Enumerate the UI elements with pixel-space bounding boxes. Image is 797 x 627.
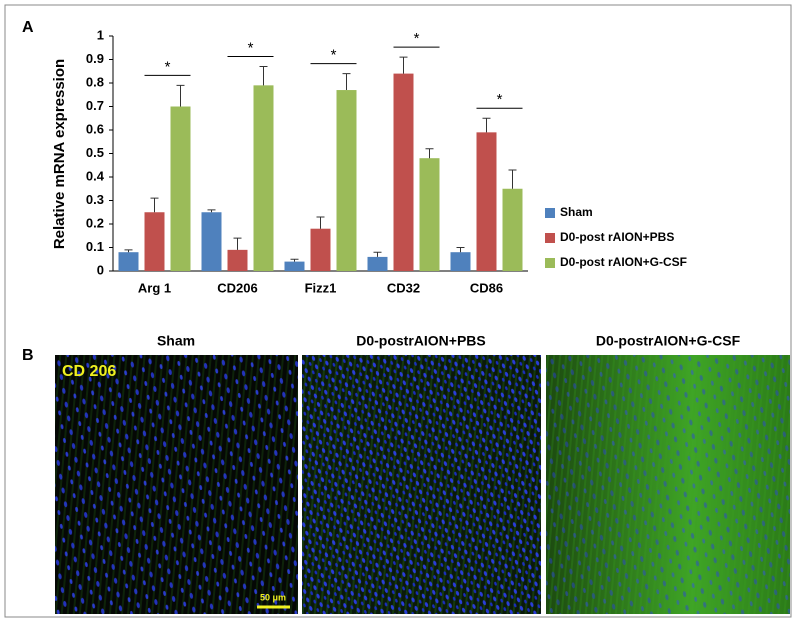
significance-label: * (331, 47, 337, 64)
error-bar (456, 247, 465, 253)
bar (502, 188, 523, 271)
legend-label: D0-post rAION+G-CSF (560, 255, 687, 269)
error-bar (233, 237, 242, 250)
y-tick-label: 0.3 (86, 192, 104, 207)
bar (201, 212, 222, 271)
image-panel (546, 355, 790, 614)
bar (476, 132, 497, 271)
error-bar (316, 216, 325, 229)
significance-label: * (414, 30, 420, 47)
bar (144, 212, 165, 271)
x-tick-label: CD206 (217, 280, 257, 295)
y-tick-label: 0.2 (86, 215, 104, 230)
panel-label: B (22, 347, 34, 364)
error-bar (207, 209, 216, 213)
error-bar (373, 251, 382, 257)
significance-label: * (165, 58, 171, 75)
scale-bar-label: 50 μm (260, 592, 286, 602)
image-panel (55, 355, 298, 614)
bar (336, 90, 357, 271)
bar (284, 261, 305, 271)
bar (419, 158, 440, 271)
y-tick-label: 0 (97, 262, 104, 277)
bar (367, 256, 388, 271)
error-bar (150, 197, 159, 213)
error-bar (508, 169, 517, 189)
y-tick-label: 0.8 (86, 74, 104, 89)
y-tick-label: 0.9 (86, 51, 104, 66)
image-panel (302, 355, 541, 614)
y-tick-label: 0.6 (86, 121, 104, 136)
bar (253, 85, 274, 271)
error-bar (176, 84, 185, 107)
y-tick-label: 0.7 (86, 98, 104, 113)
legend-swatch (545, 258, 555, 268)
error-bar (399, 56, 408, 74)
bar (170, 106, 191, 271)
bar (118, 252, 139, 271)
bar (227, 249, 248, 271)
y-tick-label: 0.1 (86, 239, 104, 254)
bar (393, 73, 414, 271)
legend-label: D0-post rAION+PBS (560, 230, 674, 244)
error-bar (124, 249, 133, 253)
significance-label: * (248, 40, 254, 57)
image-title: Sham (157, 333, 195, 349)
image-title: D0-postrAION+PBS (356, 333, 486, 349)
marker-label: CD 206 (62, 363, 116, 380)
y-axis-label: Relative mRNA expression (51, 59, 68, 249)
x-tick-label: Fizz1 (305, 280, 337, 295)
x-tick-label: CD32 (387, 280, 420, 295)
x-tick-label: CD86 (470, 280, 503, 295)
legend-swatch (545, 233, 555, 243)
bar (450, 252, 471, 271)
frame (4, 4, 792, 618)
image-title: D0-postrAION+G-CSF (596, 333, 741, 349)
legend-label: Sham (560, 205, 593, 219)
error-bar (290, 258, 299, 262)
y-tick-label: 1 (97, 27, 104, 42)
error-bar (259, 66, 268, 86)
x-tick-label: Arg 1 (138, 280, 171, 295)
panel-label: A (22, 19, 34, 36)
y-tick-label: 0.5 (86, 145, 104, 160)
error-bar (425, 148, 434, 159)
error-bar (342, 73, 351, 91)
y-tick-label: 0.4 (86, 168, 105, 183)
error-bar (482, 117, 491, 133)
bar (310, 228, 331, 271)
significance-label: * (497, 91, 503, 108)
legend-swatch (545, 208, 555, 218)
bar-chart: 0 0.1 0.2 0.3 0.4 0.5 0.6 0.7 0.8 0.9 1 Arg 1 * CD206… (86, 27, 687, 295)
